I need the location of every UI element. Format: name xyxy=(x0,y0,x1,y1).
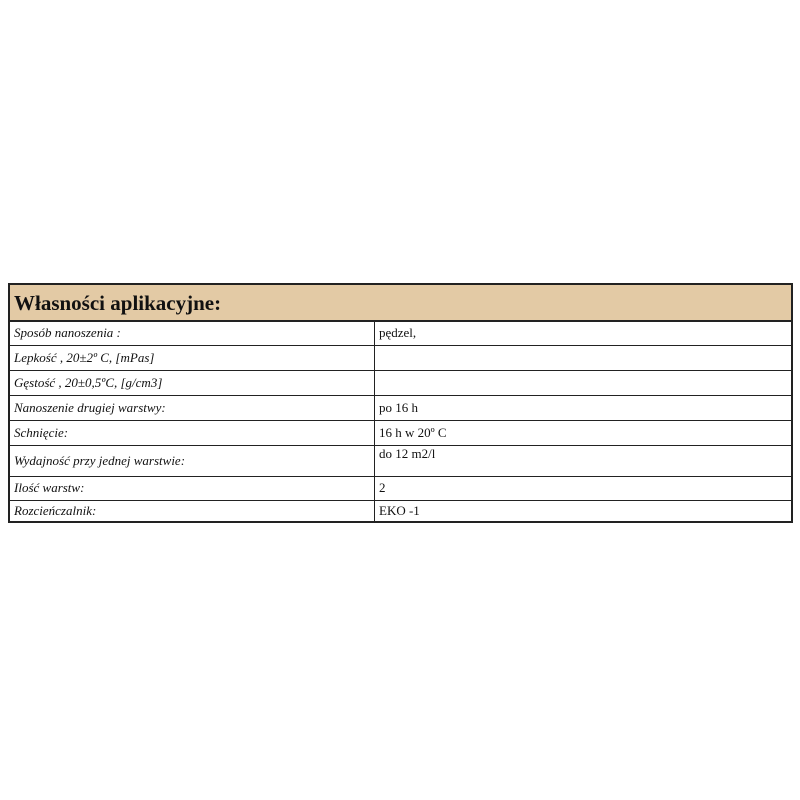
section-title: Własności aplikacyjne: xyxy=(8,283,793,322)
properties-table: Własności aplikacyjne: Sposób nanoszenia… xyxy=(8,283,793,523)
property-value: 16 h w 20º C xyxy=(374,419,793,446)
table-row: Schnięcie: 16 h w 20º C xyxy=(8,419,793,446)
property-value xyxy=(374,344,793,371)
table-row: Wydajność przy jednej warstwie: do 12 m2/… xyxy=(8,444,793,477)
property-label: Schnięcie: xyxy=(8,419,375,446)
table-row: Rozcieńczalnik: EKO -1 xyxy=(8,499,793,523)
property-label: Nanoszenie drugiej warstwy: xyxy=(8,394,375,421)
property-label: Ilość warstw: xyxy=(8,475,375,501)
property-label: Gęstość , 20±0,5ºC, [g/cm3] xyxy=(8,369,375,396)
property-label: Sposób nanoszenia : xyxy=(8,320,375,346)
table-row: Ilość warstw: 2 xyxy=(8,475,793,501)
property-value: pędzel, xyxy=(374,320,793,346)
table-row: Sposób nanoszenia : pędzel, xyxy=(8,320,793,346)
property-value xyxy=(374,369,793,396)
property-value: po 16 h xyxy=(374,394,793,421)
property-label: Wydajność przy jednej warstwie: xyxy=(8,444,375,477)
property-value: 2 xyxy=(374,475,793,501)
property-value: EKO -1 xyxy=(374,499,793,523)
property-label: Rozcieńczalnik: xyxy=(8,499,375,523)
table-row: Gęstość , 20±0,5ºC, [g/cm3] xyxy=(8,369,793,396)
property-value: do 12 m2/l xyxy=(374,444,793,477)
table-row: Lepkość , 20±2º C, [mPas] xyxy=(8,344,793,371)
property-label: Lepkość , 20±2º C, [mPas] xyxy=(8,344,375,371)
table-row: Nanoszenie drugiej warstwy: po 16 h xyxy=(8,394,793,421)
